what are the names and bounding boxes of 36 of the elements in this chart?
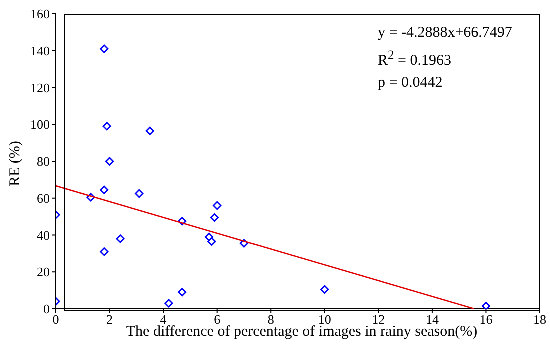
point [178,288,187,297]
y-tick-label: 120 [30,80,50,96]
annotation: y = -4.2888x+66.7497 [378,24,512,43]
y-tick-label: 60 [37,190,50,206]
x-tick-label: 16 [480,312,494,328]
point [100,44,109,54]
y-tick-label: 80 [37,154,50,170]
y-tick-label: 40 [37,228,50,243]
annotation: p = 0.0442 [378,74,444,93]
point [482,302,491,309]
point [100,186,109,194]
point [204,232,214,242]
y-tick-label: 160 [30,6,50,22]
point [135,189,144,198]
point [208,237,216,246]
point [164,299,174,308]
point [146,126,154,136]
y-axis-title: RE (%) [7,141,24,186]
x-tick-label: 2 [106,312,114,328]
point [100,248,109,256]
point [210,213,219,222]
point [320,285,330,294]
y-tick-label: 0 [44,302,50,317]
point [105,157,114,166]
x-tick-label: 18 [534,312,546,328]
y-tick-label: 20 [37,264,50,280]
point [178,217,187,226]
x-tick-label: 0 [52,312,60,328]
point [86,193,96,202]
point [102,122,112,131]
point [116,234,125,244]
point [240,239,249,248]
annotation: R$^{2}$ = 0.1963 [378,47,452,71]
y-tick-label: 140 [30,43,50,58]
y-tick-label: 100 [30,117,50,132]
point [213,201,222,210]
